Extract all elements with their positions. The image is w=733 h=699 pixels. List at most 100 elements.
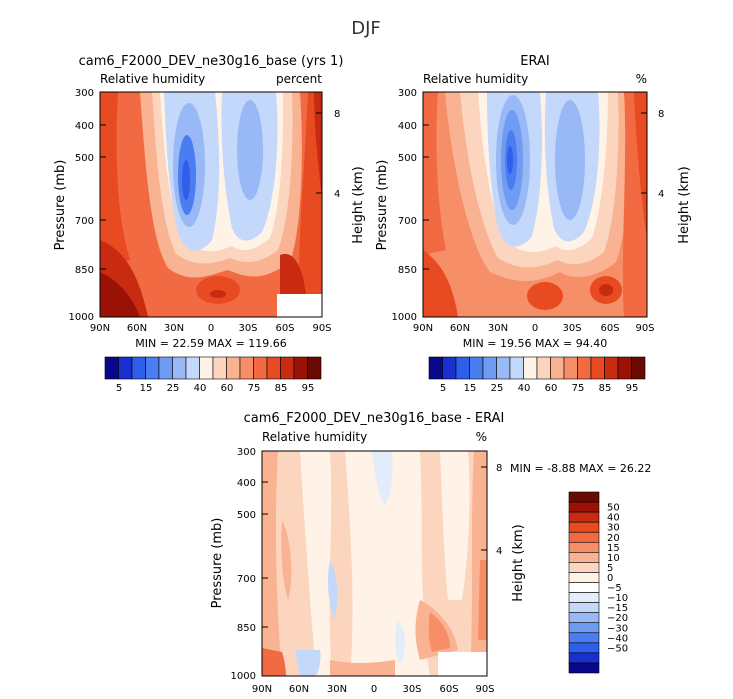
- model-frame: [99, 91, 323, 318]
- model-colorbar: [104, 356, 322, 380]
- obs-frame: [422, 91, 648, 318]
- diff-cb-label: 50: [607, 503, 620, 514]
- obs-xtick: 30S: [562, 323, 581, 334]
- model-sw-darker: [100, 272, 140, 317]
- diff-colorbar-swatch: [568, 521, 600, 533]
- model-cb-label: 75: [248, 383, 261, 394]
- diff-right-ticks: 8 4: [496, 463, 502, 557]
- diff-colorbar-swatch: [568, 632, 600, 644]
- model-xtick: 60N: [127, 323, 147, 334]
- obs-colorbar-labels: 5 15 25 40 60 75 85 95: [440, 383, 639, 394]
- obs-colorbar-swatch: [442, 356, 457, 380]
- obs-colorbar-swatch: [536, 356, 551, 380]
- obs-xtick: 60S: [600, 323, 619, 334]
- diff-colorbar-swatch: [568, 612, 600, 624]
- diff-cb-label: 30: [607, 523, 620, 534]
- obs-ytick: 1000: [392, 312, 417, 323]
- obs-cb-label: 60: [545, 383, 558, 394]
- obs-xtick: 90N: [413, 323, 433, 334]
- diff-sw-dark: [262, 648, 286, 676]
- obs-colorbar-swatch: [482, 356, 497, 380]
- obs-cb-label: 5: [440, 383, 446, 394]
- obs-west-dark: [423, 92, 446, 255]
- model-colorbar-swatch: [239, 356, 254, 380]
- diff-ylabel-right: Height (km): [511, 524, 526, 601]
- model-ytick: 300: [75, 88, 94, 99]
- diff-west-strip: [262, 451, 282, 676]
- diff-ytick: 850: [237, 623, 256, 634]
- obs-right-ticks: 8 4: [658, 109, 664, 200]
- obs-xticks: 90N 60N 30N 0 30S 60S 90S: [413, 323, 655, 334]
- model-yticks: 300 400 500 700 850 1000: [69, 88, 94, 323]
- model-ytick: 700: [75, 216, 94, 227]
- model-cb-label: 40: [194, 383, 207, 394]
- diff-ytick-marks: [262, 450, 487, 628]
- model-colorbar-swatch: [253, 356, 268, 380]
- diff-cb-label: 0: [607, 573, 613, 584]
- diff-minmax: MIN = -8.88 MAX = 26.22: [510, 462, 651, 475]
- diff-blue-3: [296, 650, 321, 676]
- model-blob-east-mid: [237, 100, 263, 200]
- obs-blob-west-core2: [507, 146, 513, 174]
- model-colorbar-swatch: [280, 356, 295, 380]
- obs-ylabel: Pressure (mb): [375, 160, 390, 251]
- obs-eq-surface: [527, 282, 563, 310]
- obs-colorbar-swatch: [428, 356, 443, 380]
- model-cb-label: 95: [302, 383, 315, 394]
- diff-blue-1: [372, 451, 393, 505]
- obs-colorbar-swatch: [469, 356, 484, 380]
- diff-cb-label: −30: [607, 623, 628, 634]
- obs-ytick: 700: [398, 216, 417, 227]
- model-eq-surface-core: [210, 290, 226, 298]
- diff-cb-label: 40: [607, 513, 620, 524]
- model-colorbar-swatch: [199, 356, 214, 380]
- model-rtick: 8: [334, 109, 340, 120]
- diff-colorbar-swatch: [568, 572, 600, 583]
- panel-model-units: percent: [276, 72, 322, 86]
- diff-ytick: 500: [237, 510, 256, 521]
- panel-diff-field: [262, 451, 487, 676]
- diff-colorbar-swatch: [568, 652, 600, 664]
- panel-diff-title: cam6_F2000_DEV_ne30g16_base - ERAI: [244, 411, 505, 426]
- panel-model-field: [100, 92, 322, 317]
- diff-ylabel: Pressure (mb): [210, 518, 225, 609]
- diff-cream-1: [300, 451, 332, 676]
- obs-colorbar-swatch: [617, 356, 632, 380]
- diff-xticks: 90N 60N 30N 0 30S 60S 90S: [252, 684, 495, 695]
- obs-cb-label: 85: [599, 383, 612, 394]
- obs-colorbar-swatch: [455, 356, 470, 380]
- obs-colorbar-swatch: [631, 356, 646, 380]
- model-xtick: 0: [208, 323, 214, 334]
- model-xtick: 90N: [90, 323, 110, 334]
- diff-colorbar-swatch: [568, 511, 600, 523]
- diff-colorbar-swatch: [568, 592, 600, 603]
- diff-xtick: 90S: [475, 684, 494, 695]
- diff-cb-label: −40: [607, 633, 628, 644]
- model-east-darker: [314, 92, 322, 200]
- model-east-dark: [298, 92, 322, 317]
- obs-cb-label: 95: [626, 383, 639, 394]
- diff-cream-3: [440, 451, 470, 600]
- diff-rtick: 8: [496, 463, 502, 474]
- model-cb-label: 85: [275, 383, 288, 394]
- model-colorbar-swatch: [185, 356, 200, 380]
- obs-xtick: 30N: [488, 323, 508, 334]
- diff-cb-label: 15: [607, 543, 620, 554]
- model-ylabel-right: Height (km): [351, 166, 366, 243]
- panel-obs-units: %: [636, 72, 647, 86]
- diff-blue-4: [395, 620, 406, 664]
- model-colorbar-swatch: [145, 356, 160, 380]
- obs-cb-label: 25: [491, 383, 504, 394]
- diff-cb-label: 10: [607, 553, 620, 564]
- obs-colorbar-swatch: [550, 356, 565, 380]
- diff-colorbar-swatch: [568, 642, 600, 654]
- diff-xtick: 60N: [289, 684, 309, 695]
- model-colorbar-swatch: [131, 356, 146, 380]
- obs-cb-label: 75: [572, 383, 585, 394]
- obs-yticks: 300 400 500 700 850 1000: [392, 88, 417, 323]
- model-xtick: 60S: [275, 323, 294, 334]
- model-colorbar-swatch: [104, 356, 119, 380]
- obs-ytick: 400: [398, 121, 417, 132]
